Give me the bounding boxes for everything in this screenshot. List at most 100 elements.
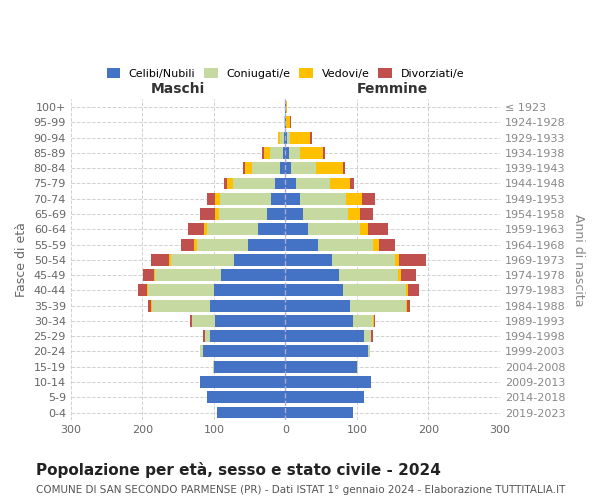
Bar <box>146 284 148 296</box>
Bar <box>323 147 325 159</box>
Bar <box>343 162 346 174</box>
Bar <box>339 269 398 281</box>
Bar <box>188 224 204 235</box>
Bar <box>357 360 358 372</box>
Bar <box>219 208 268 220</box>
Bar <box>286 392 364 403</box>
Bar <box>220 193 271 204</box>
Bar <box>286 254 332 266</box>
Bar <box>289 147 299 159</box>
Bar <box>210 330 286 342</box>
Bar <box>290 132 310 143</box>
Bar <box>268 208 286 220</box>
Text: COMUNE DI SAN SECONDO PARMENSE (PR) - Dati ISTAT 1° gennaio 2024 - Elaborazione : COMUNE DI SAN SECONDO PARMENSE (PR) - Da… <box>36 485 565 495</box>
Bar <box>280 132 284 143</box>
Bar <box>286 284 343 296</box>
Bar <box>407 284 419 296</box>
Bar <box>368 346 370 358</box>
Bar <box>283 147 286 159</box>
Bar <box>398 269 401 281</box>
Bar <box>401 269 416 281</box>
Bar <box>284 132 286 143</box>
Bar <box>286 147 289 159</box>
Bar <box>373 238 379 250</box>
Bar <box>200 208 215 220</box>
Bar <box>395 254 399 266</box>
Bar <box>275 178 286 190</box>
Bar <box>227 178 233 190</box>
Bar <box>399 254 426 266</box>
Y-axis label: Fasce di età: Fasce di età <box>15 222 28 298</box>
Bar <box>286 208 303 220</box>
Bar <box>286 178 296 190</box>
Bar <box>343 284 406 296</box>
Bar <box>360 224 368 235</box>
Bar <box>286 132 287 143</box>
Bar <box>210 300 286 312</box>
Bar <box>284 101 286 113</box>
Bar <box>155 269 221 281</box>
Bar <box>310 132 312 143</box>
Bar <box>206 193 215 204</box>
Bar <box>331 178 350 190</box>
Text: Popolazione per età, sesso e stato civile - 2024: Popolazione per età, sesso e stato civil… <box>36 462 441 478</box>
Bar <box>215 315 286 327</box>
Bar <box>280 162 286 174</box>
Bar <box>296 178 331 190</box>
Bar <box>406 284 407 296</box>
Bar <box>138 284 146 296</box>
Bar <box>245 162 253 174</box>
Bar <box>269 147 283 159</box>
Bar <box>264 147 269 159</box>
Bar <box>346 193 362 204</box>
Bar <box>353 315 373 327</box>
Y-axis label: Anni di nascita: Anni di nascita <box>572 214 585 306</box>
Bar <box>197 238 248 250</box>
Bar <box>290 116 291 128</box>
Bar <box>203 346 286 358</box>
Bar <box>151 254 169 266</box>
Bar <box>204 224 206 235</box>
Bar <box>171 254 234 266</box>
Bar <box>371 330 373 342</box>
Bar <box>374 315 376 327</box>
Bar <box>286 330 364 342</box>
Bar <box>151 300 152 312</box>
Bar <box>148 284 214 296</box>
Bar <box>200 346 203 358</box>
Bar <box>317 238 373 250</box>
Bar <box>332 254 395 266</box>
Bar <box>286 315 353 327</box>
Bar <box>287 132 290 143</box>
Bar <box>169 254 171 266</box>
Bar <box>286 269 339 281</box>
Bar <box>347 208 361 220</box>
Bar <box>215 208 219 220</box>
Bar <box>221 269 286 281</box>
Bar <box>278 132 280 143</box>
Bar <box>286 346 368 358</box>
Bar <box>286 406 353 418</box>
Bar <box>286 162 291 174</box>
Legend: Celibi/Nubili, Coniugati/e, Vedovi/e, Divorziati/e: Celibi/Nubili, Coniugati/e, Vedovi/e, Di… <box>102 64 469 83</box>
Bar <box>299 193 346 204</box>
Bar <box>191 315 215 327</box>
Bar <box>286 360 357 372</box>
Bar <box>364 330 371 342</box>
Bar <box>143 269 154 281</box>
Bar <box>152 300 210 312</box>
Bar <box>190 315 191 327</box>
Bar <box>234 254 286 266</box>
Bar <box>406 300 407 312</box>
Bar <box>243 162 245 174</box>
Bar <box>316 162 343 174</box>
Bar <box>194 238 197 250</box>
Bar <box>286 376 371 388</box>
Bar <box>286 300 350 312</box>
Bar <box>213 360 214 372</box>
Bar <box>215 193 220 204</box>
Bar <box>271 193 286 204</box>
Bar <box>291 162 316 174</box>
Bar <box>368 224 388 235</box>
Bar <box>286 238 317 250</box>
